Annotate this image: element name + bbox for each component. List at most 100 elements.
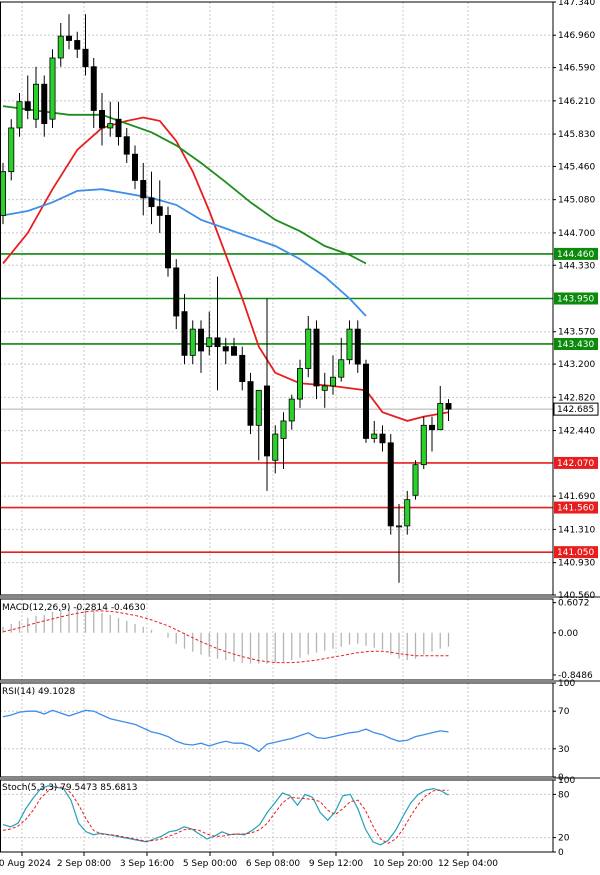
candle[interactable] [280, 412, 287, 470]
candle-body [395, 525, 402, 528]
candle[interactable] [164, 206, 171, 277]
candle[interactable] [296, 359, 303, 408]
candle[interactable] [131, 145, 138, 190]
candle-body [428, 424, 435, 431]
candle[interactable] [437, 385, 444, 431]
macd-tick-label: 0.6072 [558, 599, 590, 609]
candle[interactable] [239, 346, 246, 391]
candle[interactable] [49, 49, 56, 128]
candle[interactable] [387, 434, 394, 535]
price-tick-label: 141.690 [558, 492, 595, 502]
support-resistance-levels[interactable] [0, 253, 553, 553]
candle-body [272, 433, 279, 461]
candle[interactable] [33, 66, 40, 128]
candle[interactable] [82, 14, 89, 76]
candle[interactable] [395, 504, 402, 583]
candle[interactable] [263, 298, 270, 491]
moving-average-line-1 [2, 116, 449, 422]
candle[interactable] [8, 119, 15, 181]
candle-body [82, 48, 89, 68]
candle[interactable] [140, 162, 147, 216]
candle[interactable] [41, 75, 48, 137]
candle-body [412, 464, 419, 496]
candle-body [57, 35, 64, 59]
price-level-tag-text: 141.560 [557, 504, 594, 514]
candle[interactable] [230, 337, 237, 356]
candle-body [280, 420, 287, 439]
candle[interactable] [379, 425, 386, 452]
rsi-tick-label: 70 [558, 707, 570, 717]
rsi-panel [0, 709, 553, 753]
candle[interactable] [66, 14, 73, 50]
macd-tick-label: 0.00 [558, 629, 578, 639]
candle-body [239, 354, 246, 382]
candle[interactable] [222, 337, 229, 365]
candle[interactable] [338, 337, 345, 382]
candle[interactable] [123, 127, 130, 163]
candle[interactable] [371, 420, 378, 443]
candle[interactable] [99, 92, 106, 146]
candle-body [123, 136, 130, 155]
candle[interactable] [313, 320, 320, 400]
candle-body [181, 311, 188, 356]
candle[interactable] [321, 372, 328, 408]
candle[interactable] [206, 311, 213, 356]
candle[interactable] [428, 416, 435, 452]
candle-body [33, 83, 40, 120]
candle[interactable] [412, 460, 419, 500]
candle[interactable] [16, 92, 23, 137]
candle[interactable] [57, 22, 64, 67]
candle-body [445, 403, 452, 410]
candle-body [156, 206, 163, 216]
candle[interactable] [420, 416, 427, 470]
candle[interactable] [362, 359, 369, 443]
price-level-tag [554, 456, 598, 469]
candle[interactable] [90, 57, 97, 128]
candle[interactable] [255, 389, 262, 461]
time-tick-label: 30 Aug 2024 [0, 859, 51, 869]
candle[interactable] [247, 372, 254, 435]
candle[interactable] [305, 315, 312, 378]
candle[interactable] [156, 180, 163, 233]
candle[interactable] [74, 31, 81, 58]
candle[interactable] [24, 75, 31, 120]
candle[interactable] [214, 276, 221, 391]
candle-body [148, 197, 155, 208]
price-tick-label: 142.820 [558, 393, 595, 403]
candle-body [140, 180, 147, 199]
candle[interactable] [288, 394, 295, 430]
candle[interactable] [346, 320, 353, 365]
candle[interactable] [272, 425, 279, 474]
candle[interactable] [107, 101, 114, 137]
candle[interactable] [148, 171, 155, 225]
moving-average-line-3 [2, 105, 367, 265]
candle[interactable] [0, 162, 6, 225]
panel-frame [0, 1, 554, 596]
panel-frame [0, 779, 554, 853]
candle[interactable] [181, 294, 188, 365]
macd-tick-label: -0.8486 [558, 671, 593, 681]
rsi-tick-label: 0 [558, 773, 564, 783]
candle[interactable] [197, 320, 204, 373]
candlesticks[interactable] [0, 14, 452, 583]
candle[interactable] [404, 490, 411, 535]
candle-body [263, 385, 270, 457]
candle-body [305, 328, 312, 369]
candle[interactable] [329, 355, 336, 395]
rsi-label: RSI(14) 49.1028 [2, 687, 75, 697]
candle-body [8, 127, 15, 173]
time-tick-label: 2 Sep 08:00 [57, 859, 112, 869]
candle[interactable] [445, 399, 452, 421]
candle[interactable] [354, 320, 361, 373]
price-tick-label: 143.570 [558, 328, 595, 338]
candle[interactable] [173, 259, 180, 330]
candle[interactable] [189, 320, 196, 365]
candle-body [404, 499, 411, 527]
price-tick-label: 144.700 [558, 229, 595, 239]
stochastic-panel [0, 785, 553, 846]
candle-body [255, 389, 262, 426]
time-tick-label: 5 Sep 00:00 [183, 859, 238, 869]
candle[interactable] [115, 101, 122, 146]
